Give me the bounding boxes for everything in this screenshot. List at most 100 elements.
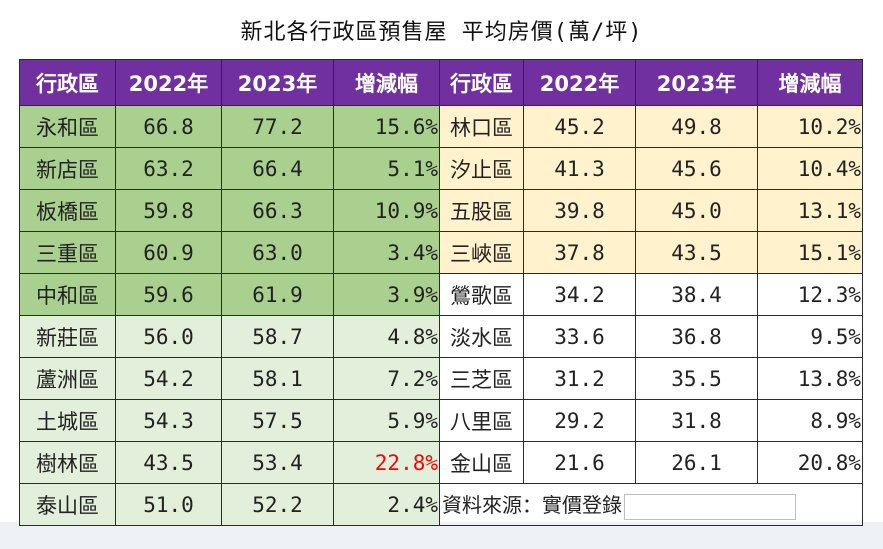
price-2023: 49.8 bbox=[635, 105, 758, 148]
district-name: 蘆洲區 bbox=[19, 357, 116, 400]
header-change-right: 增減幅 bbox=[757, 59, 863, 106]
table-row: 蘆洲區 54.2 58.1 7.2% 三芝區 31.2 35.5 13.8% bbox=[19, 357, 863, 400]
district-name: 永和區 bbox=[19, 105, 116, 148]
header-2022-right: 2022年 bbox=[523, 59, 636, 106]
price-2023: 52.2 bbox=[221, 483, 334, 526]
table-row: 新莊區 56.0 58.7 4.8% 淡水區 33.6 36.8 9.5% bbox=[19, 315, 863, 358]
district-name: 鶯歌區 bbox=[439, 273, 524, 316]
district-name: 汐止區 bbox=[439, 147, 524, 190]
source-box bbox=[624, 493, 796, 520]
price-2022: 66.8 bbox=[115, 105, 222, 148]
district-name: 新莊區 bbox=[19, 315, 116, 358]
price-2022: 54.3 bbox=[115, 399, 222, 442]
price-table: 行政區 2022年 2023年 增減幅 行政區 2022年 2023年 增減幅 … bbox=[19, 59, 863, 526]
district-name: 三重區 bbox=[19, 231, 116, 274]
district-name: 中和區 bbox=[19, 273, 116, 316]
change-pct: 15.6% bbox=[333, 105, 440, 148]
price-2023: 43.5 bbox=[635, 231, 758, 274]
change-pct: 7.2% bbox=[333, 357, 440, 400]
header-2023-right: 2023年 bbox=[635, 59, 758, 106]
change-pct-highlight: 22.8% bbox=[333, 441, 440, 484]
price-2022: 56.0 bbox=[115, 315, 222, 358]
header-2023-left: 2023年 bbox=[221, 59, 334, 106]
price-2023: 26.1 bbox=[635, 441, 758, 484]
district-name: 新店區 bbox=[19, 147, 116, 190]
price-2023: 31.8 bbox=[635, 399, 758, 442]
header-change-left: 增減幅 bbox=[333, 59, 440, 106]
table-row: 新店區 63.2 66.4 5.1% 汐止區 41.3 45.6 10.4% bbox=[19, 147, 863, 190]
table-row: 樹林區 43.5 53.4 22.8% 金山區 21.6 26.1 20.8% bbox=[19, 441, 863, 484]
price-2023: 58.1 bbox=[221, 357, 334, 400]
district-name: 泰山區 bbox=[19, 483, 116, 526]
district-name: 金山區 bbox=[439, 441, 524, 484]
price-2023: 61.9 bbox=[221, 273, 334, 316]
table-row: 永和區 66.8 77.2 15.6% 林口區 45.2 49.8 10.2% bbox=[19, 105, 863, 148]
price-2023: 63.0 bbox=[221, 231, 334, 274]
price-2022: 59.6 bbox=[115, 273, 222, 316]
district-name: 土城區 bbox=[19, 399, 116, 442]
district-name: 樹林區 bbox=[19, 441, 116, 484]
price-2023: 77.2 bbox=[221, 105, 334, 148]
district-name: 板橋區 bbox=[19, 189, 116, 232]
bottom-strip bbox=[0, 522, 883, 549]
change-pct: 15.1% bbox=[757, 231, 863, 274]
price-2022: 39.8 bbox=[523, 189, 636, 232]
price-2022: 54.2 bbox=[115, 357, 222, 400]
change-pct: 13.1% bbox=[757, 189, 863, 232]
district-name: 八里區 bbox=[439, 399, 524, 442]
price-2022: 21.6 bbox=[523, 441, 636, 484]
price-2022: 43.5 bbox=[115, 441, 222, 484]
price-2023: 45.6 bbox=[635, 147, 758, 190]
price-2022: 34.2 bbox=[523, 273, 636, 316]
price-2022: 29.2 bbox=[523, 399, 636, 442]
price-2022: 31.2 bbox=[523, 357, 636, 400]
table-row: 泰山區 51.0 52.2 2.4% 資料來源：實價登錄 bbox=[19, 483, 863, 526]
price-2023: 38.4 bbox=[635, 273, 758, 316]
district-name: 淡水區 bbox=[439, 315, 524, 358]
change-pct: 2.4% bbox=[333, 483, 440, 526]
change-pct: 8.9% bbox=[757, 399, 863, 442]
district-name: 林口區 bbox=[439, 105, 524, 148]
district-name: 五股區 bbox=[439, 189, 524, 232]
change-pct: 10.9% bbox=[333, 189, 440, 232]
price-2023: 53.4 bbox=[221, 441, 334, 484]
header-district-left: 行政區 bbox=[19, 59, 116, 106]
price-2022: 59.8 bbox=[115, 189, 222, 232]
change-pct: 5.1% bbox=[333, 147, 440, 190]
page-title: 新北各行政區預售屋 平均房價(萬/坪) bbox=[240, 20, 643, 45]
district-name: 三峽區 bbox=[439, 231, 524, 274]
change-pct: 4.8% bbox=[333, 315, 440, 358]
change-pct: 3.9% bbox=[333, 273, 440, 316]
table-row: 中和區 59.6 61.9 3.9% 鶯歌區 34.2 38.4 12.3% bbox=[19, 273, 863, 316]
source-text: 資料來源：實價登錄 bbox=[442, 493, 622, 518]
change-pct: 13.8% bbox=[757, 357, 863, 400]
change-pct: 10.2% bbox=[757, 105, 863, 148]
header-row: 行政區 2022年 2023年 增減幅 行政區 2022年 2023年 增減幅 bbox=[19, 59, 863, 106]
price-2023: 66.4 bbox=[221, 147, 334, 190]
source-note: 資料來源：實價登錄 bbox=[439, 483, 863, 526]
change-pct: 10.4% bbox=[757, 147, 863, 190]
table-row: 三重區 60.9 63.0 3.4% 三峽區 37.8 43.5 15.1% bbox=[19, 231, 863, 274]
table-row: 板橋區 59.8 66.3 10.9% 五股區 39.8 45.0 13.1% bbox=[19, 189, 863, 232]
price-2022: 63.2 bbox=[115, 147, 222, 190]
change-pct: 12.3% bbox=[757, 273, 863, 316]
price-2023: 58.7 bbox=[221, 315, 334, 358]
price-2022: 45.2 bbox=[523, 105, 636, 148]
price-2023: 57.5 bbox=[221, 399, 334, 442]
change-pct: 5.9% bbox=[333, 399, 440, 442]
header-2022-left: 2022年 bbox=[115, 59, 222, 106]
price-2022: 33.6 bbox=[523, 315, 636, 358]
price-2022: 37.8 bbox=[523, 231, 636, 274]
header-district-right: 行政區 bbox=[439, 59, 524, 106]
change-pct: 3.4% bbox=[333, 231, 440, 274]
price-2023: 36.8 bbox=[635, 315, 758, 358]
price-2023: 66.3 bbox=[221, 189, 334, 232]
price-2022: 60.9 bbox=[115, 231, 222, 274]
change-pct: 20.8% bbox=[757, 441, 863, 484]
price-2022: 51.0 bbox=[115, 483, 222, 526]
change-pct: 9.5% bbox=[757, 315, 863, 358]
price-2023: 45.0 bbox=[635, 189, 758, 232]
district-name: 三芝區 bbox=[439, 357, 524, 400]
table-row: 土城區 54.3 57.5 5.9% 八里區 29.2 31.8 8.9% bbox=[19, 399, 863, 442]
price-2022: 41.3 bbox=[523, 147, 636, 190]
